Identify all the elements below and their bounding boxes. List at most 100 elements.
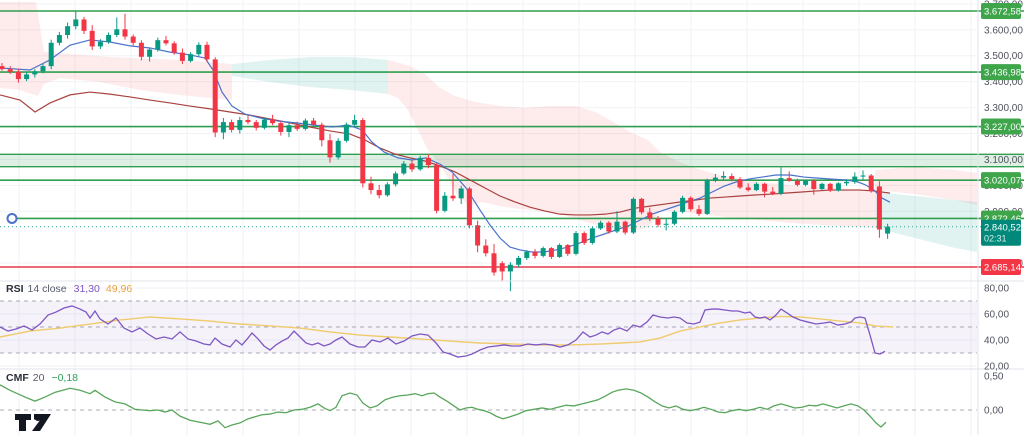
green-level-badge-text: 3.020,07 (984, 176, 1021, 187)
candle-body (499, 263, 505, 272)
candle-body (65, 26, 71, 36)
rsi-signal-value: 49,96 (105, 283, 133, 295)
candle-body (73, 19, 79, 27)
price-axis-label[interactable]: 3.600,00 (984, 25, 1023, 36)
candle-body (507, 264, 513, 272)
tradingview-logo[interactable] (13, 413, 75, 433)
candle-body (721, 176, 727, 178)
price-axis-label[interactable]: 3.500,00 (984, 51, 1023, 62)
candle-body (163, 40, 169, 44)
current-price-badge-text: 2.840,52 (984, 223, 1021, 234)
candle-body (483, 245, 489, 254)
cmf-params: 20 (32, 372, 45, 384)
ichimoku-conversion-line (0, 39, 891, 253)
green-level-badge-text: 3.227,00 (984, 122, 1021, 133)
candle-body (581, 233, 587, 243)
cmf-pane-legend[interactable]: CMF 20 −0,18 (6, 372, 78, 384)
red-level-badge-text: 2.685,14 (984, 263, 1021, 274)
candle-body (762, 183, 768, 192)
candle-body (270, 119, 276, 124)
line-anchor-handle[interactable] (6, 212, 18, 224)
cmf-value: −0,18 (51, 372, 79, 384)
cmf-axis-label[interactable]: 0,00 (984, 406, 1004, 417)
candle-body (885, 226, 891, 234)
candle-body (245, 120, 251, 123)
candle-body (188, 54, 194, 61)
candle-body (360, 120, 366, 184)
candle-body (803, 180, 809, 185)
red-level-badge[interactable] (981, 259, 1021, 276)
candle-body (384, 184, 390, 196)
candle-body (204, 44, 210, 60)
candle-body (680, 197, 686, 212)
candle-body (261, 119, 267, 128)
candle-body (466, 188, 472, 226)
candle-body (138, 42, 144, 57)
candle-body (24, 74, 30, 80)
candle-body (335, 140, 341, 158)
candle-body (753, 183, 759, 191)
candle-body (15, 71, 21, 80)
candle-body (97, 41, 103, 47)
candle-body (532, 251, 538, 256)
candle-body (401, 163, 407, 174)
cmf-title: CMF (6, 372, 29, 384)
candle-body (40, 66, 46, 72)
candle-body (311, 120, 317, 125)
price-axis-label[interactable]: 3.300,00 (984, 103, 1023, 114)
candle-body (688, 197, 694, 210)
candle-body (778, 178, 784, 194)
cmf-axis-label[interactable]: 0,50 (984, 372, 1004, 383)
ichimoku-cloud-pink (0, 2, 232, 100)
candle-body (712, 177, 718, 181)
price-axis-label[interactable]: 3.100,00 (984, 155, 1023, 166)
rsi-line (0, 305, 886, 358)
price-axis-label[interactable]: 3.400,00 (984, 77, 1023, 88)
candle-body (0, 66, 5, 70)
candle-body (598, 222, 604, 229)
candle-body (860, 175, 866, 177)
candle-body (458, 188, 464, 199)
candle-body (253, 122, 259, 128)
rsi-value: 31,30 (73, 283, 100, 295)
candle-body (229, 122, 235, 130)
ichimoku-cloud-green (875, 192, 977, 252)
candle-body (540, 248, 546, 256)
rsi-axis-label[interactable]: 80,00 (984, 284, 1009, 295)
rsi-pane-legend[interactable]: RSI 14 close 31,30 49,96 (6, 283, 132, 295)
candle-body (409, 163, 415, 170)
green-level-badge[interactable] (981, 3, 1021, 19)
candle-body (48, 42, 54, 67)
rsi-axis-label[interactable]: 40,00 (984, 336, 1009, 347)
candle-body (7, 69, 13, 72)
ichimoku-cloud-green (232, 57, 388, 94)
current-price-badge[interactable] (981, 219, 1021, 246)
green-level-badge[interactable] (981, 64, 1021, 81)
candle-body (835, 183, 841, 191)
candle-body (130, 36, 136, 43)
candle-countdown-timer: 02:31 (984, 234, 1007, 244)
candle-body (319, 124, 325, 141)
candle-body (475, 225, 481, 246)
candle-body (220, 122, 226, 133)
candle-body (425, 157, 431, 166)
candle-body (548, 248, 554, 257)
candle-body (212, 59, 218, 133)
rsi-axis-label[interactable]: 60,00 (984, 310, 1009, 321)
rsi-axis-label[interactable]: 20,00 (984, 362, 1009, 373)
candle-body (286, 125, 292, 132)
candle-body (524, 251, 530, 258)
candle-body (737, 179, 743, 188)
green-level-badge[interactable] (981, 118, 1021, 135)
rsi-params: 14 close (27, 283, 67, 295)
candle-body (171, 43, 177, 53)
candle-body (844, 181, 850, 184)
candle-body (770, 191, 776, 194)
candle-body (639, 198, 645, 213)
price-axis-label[interactable]: 3.200,00 (984, 129, 1023, 140)
green-level-badge[interactable] (981, 172, 1021, 189)
candle-body (819, 183, 825, 190)
candle-body (589, 228, 595, 243)
ichimoku-base-line (0, 91, 891, 216)
